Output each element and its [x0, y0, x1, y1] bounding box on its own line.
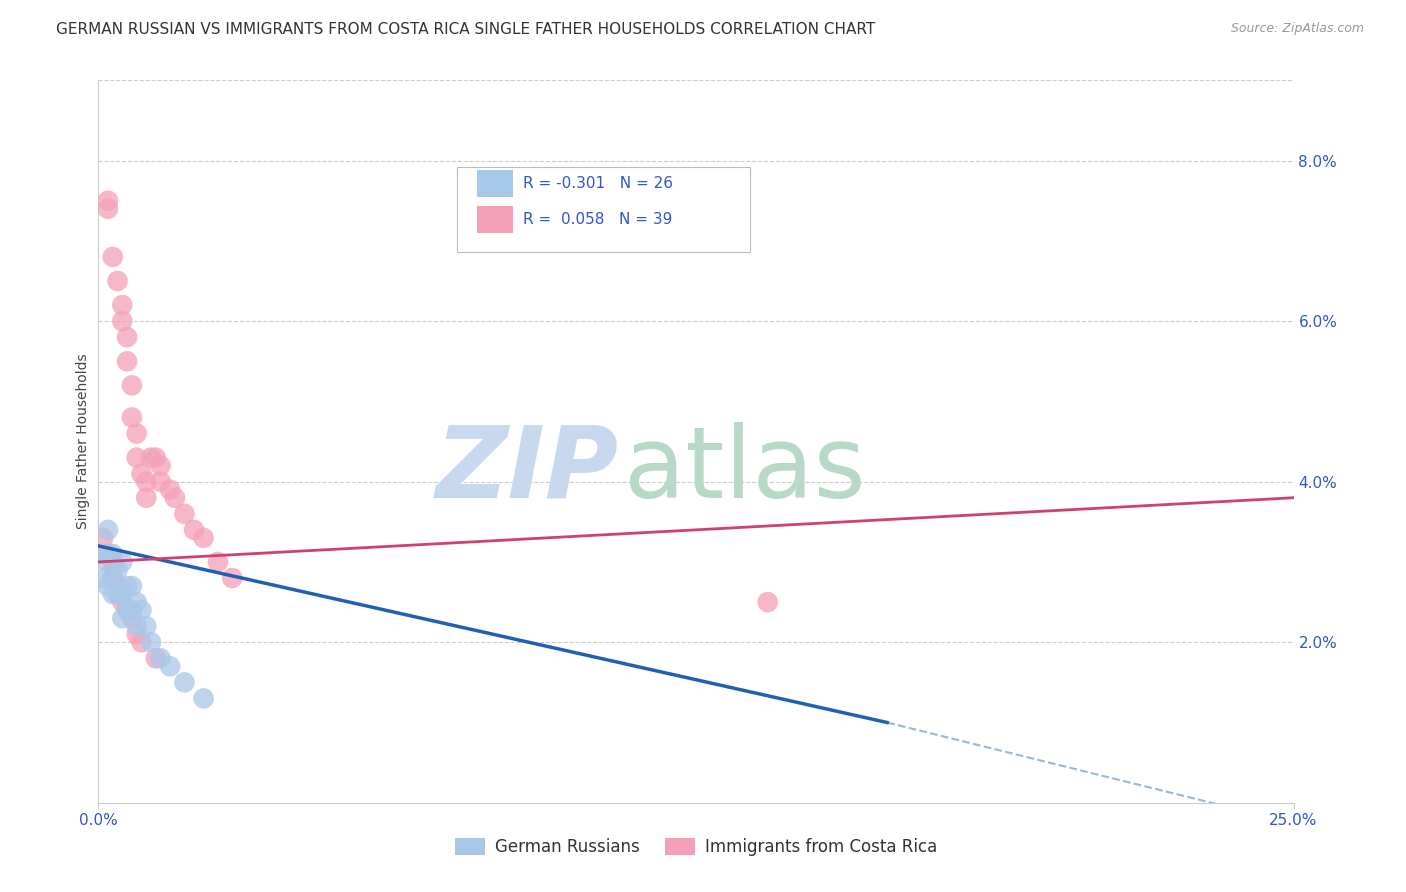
Point	[115, 579, 138, 593]
Point	[121, 579, 143, 593]
Point	[139, 635, 162, 649]
Point	[101, 555, 124, 569]
FancyBboxPatch shape	[477, 169, 513, 197]
Point	[101, 571, 124, 585]
Point	[97, 547, 120, 561]
Point	[135, 491, 157, 505]
FancyBboxPatch shape	[477, 206, 513, 234]
Point	[111, 314, 134, 328]
Point	[107, 587, 129, 601]
Point	[111, 555, 134, 569]
Point	[159, 659, 181, 673]
Point	[101, 547, 124, 561]
Point	[107, 563, 129, 577]
Point	[149, 651, 172, 665]
Point	[149, 458, 172, 473]
Point	[91, 571, 114, 585]
Point	[135, 619, 157, 633]
Point	[139, 450, 162, 465]
Point	[115, 330, 138, 344]
Y-axis label: Single Father Households: Single Father Households	[76, 354, 90, 529]
Point	[131, 603, 153, 617]
Text: R = -0.301   N = 26: R = -0.301 N = 26	[523, 176, 672, 191]
Text: atlas: atlas	[624, 422, 866, 519]
Point	[183, 523, 205, 537]
Point	[193, 691, 215, 706]
Point	[756, 595, 779, 609]
Point	[97, 202, 120, 216]
Text: Source: ZipAtlas.com: Source: ZipAtlas.com	[1230, 22, 1364, 36]
Point	[111, 298, 134, 312]
Point	[121, 611, 143, 625]
Point	[111, 595, 134, 609]
Point	[107, 587, 129, 601]
Point	[97, 523, 120, 537]
Point	[131, 467, 153, 481]
Point	[97, 555, 120, 569]
FancyBboxPatch shape	[457, 167, 749, 252]
Point	[91, 547, 114, 561]
Point	[91, 531, 114, 545]
Point	[125, 426, 148, 441]
Point	[125, 450, 148, 465]
Point	[115, 603, 138, 617]
Point	[159, 483, 181, 497]
Point	[121, 603, 143, 617]
Point	[173, 675, 195, 690]
Point	[163, 491, 186, 505]
Point	[131, 635, 153, 649]
Legend: German Russians, Immigrants from Costa Rica: German Russians, Immigrants from Costa R…	[449, 831, 943, 863]
Point	[121, 378, 143, 392]
Point	[115, 603, 138, 617]
Point	[125, 595, 148, 609]
Point	[111, 587, 134, 601]
Point	[207, 555, 229, 569]
Point	[125, 619, 148, 633]
Point	[149, 475, 172, 489]
Text: GERMAN RUSSIAN VS IMMIGRANTS FROM COSTA RICA SINGLE FATHER HOUSEHOLDS CORRELATIO: GERMAN RUSSIAN VS IMMIGRANTS FROM COSTA …	[56, 22, 876, 37]
Point	[193, 531, 215, 545]
Point	[145, 450, 167, 465]
Point	[115, 354, 138, 368]
Point	[101, 571, 124, 585]
Point	[101, 250, 124, 264]
Text: ZIP: ZIP	[436, 422, 619, 519]
Point	[125, 627, 148, 641]
Point	[97, 194, 120, 208]
Point	[145, 651, 167, 665]
Point	[135, 475, 157, 489]
Point	[121, 410, 143, 425]
Text: R =  0.058   N = 39: R = 0.058 N = 39	[523, 212, 672, 227]
Point	[97, 579, 120, 593]
Point	[107, 274, 129, 288]
Point	[107, 579, 129, 593]
Point	[111, 611, 134, 625]
Point	[221, 571, 243, 585]
Point	[173, 507, 195, 521]
Point	[101, 587, 124, 601]
